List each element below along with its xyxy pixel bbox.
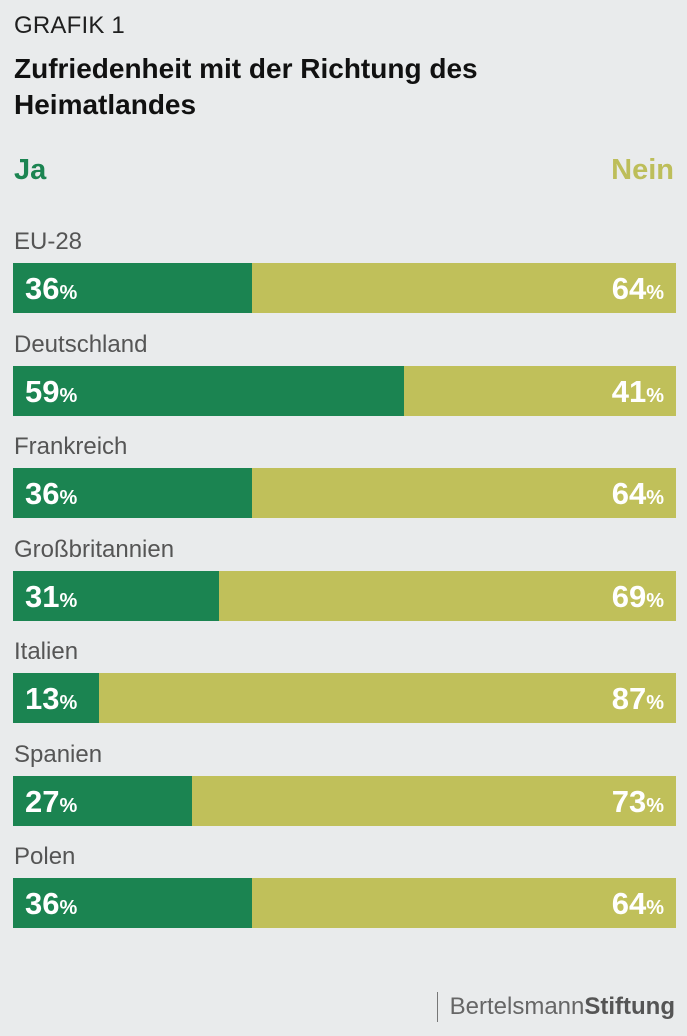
bar-segment-yes (13, 263, 252, 313)
bar-segment-yes (13, 878, 252, 928)
bar-row: 27% 73% (13, 776, 676, 826)
logo-text-light: Bertelsmann (449, 993, 585, 1020)
chart-title: Zufriedenheit mit der Richtung des Heima… (14, 53, 478, 120)
bar-segment-yes (13, 571, 219, 621)
legend-yes: Ja (14, 154, 47, 186)
data-label-no: 64% (611, 271, 664, 306)
category-label: Frankreich (14, 433, 128, 460)
data-label-no: 73% (611, 784, 664, 819)
data-label-yes: 31% (25, 579, 78, 614)
data-label-yes: 36% (25, 271, 78, 306)
bar-row: 31% 69% (13, 571, 676, 621)
data-label-no: 64% (611, 886, 664, 921)
category-label: Deutschland (14, 331, 148, 358)
bar-segment-yes (13, 468, 252, 518)
bar-row: 36% 64% (13, 263, 676, 313)
chart-kicker: GRAFIK 1 (14, 12, 125, 39)
category-label: Polen (14, 843, 76, 870)
bar-segment-yes (13, 366, 405, 416)
category-label: Italien (14, 638, 79, 665)
data-label-yes: 36% (25, 886, 78, 921)
bar-row: 36% 64% (13, 468, 676, 518)
publisher-logo: BertelsmannStiftung (436, 992, 675, 1022)
bar-row: 13% 87% (13, 673, 676, 723)
data-label-no: 87% (611, 681, 664, 716)
category-label: Großbritannien (14, 536, 175, 563)
bar-row: 59% 41% (13, 366, 676, 416)
category-label: Spanien (14, 741, 103, 768)
data-label-yes: 59% (25, 374, 78, 409)
data-label-yes: 27% (25, 784, 78, 819)
bar-segment-yes (13, 776, 192, 826)
data-label-no: 41% (611, 374, 664, 409)
data-label-yes: 13% (25, 681, 78, 716)
legend-no: Nein (611, 154, 674, 186)
data-label-yes: 36% (25, 476, 78, 511)
data-label-no: 69% (611, 579, 664, 614)
bar-segment-yes (13, 673, 100, 723)
data-label-no: 64% (611, 476, 664, 511)
logo-text-bold: Stiftung (584, 993, 675, 1020)
category-label: EU-28 (14, 228, 83, 255)
bar-row: 36% 64% (13, 878, 676, 928)
